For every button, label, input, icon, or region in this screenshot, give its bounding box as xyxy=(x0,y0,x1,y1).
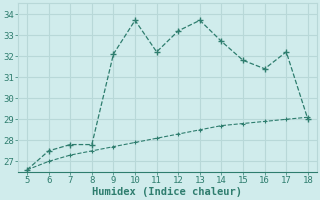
X-axis label: Humidex (Indice chaleur): Humidex (Indice chaleur) xyxy=(92,186,243,197)
